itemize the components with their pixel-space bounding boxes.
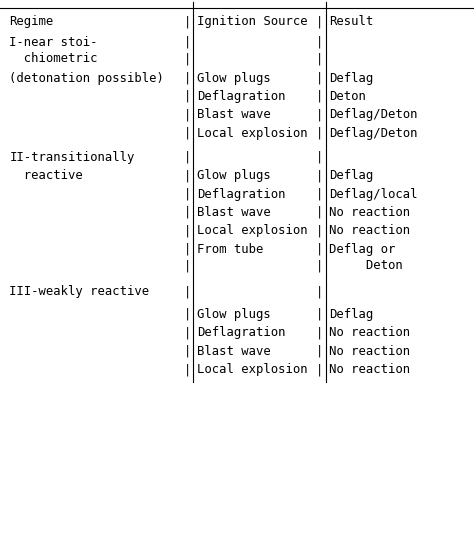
Text: Blast wave: Blast wave [197, 206, 271, 219]
Text: |: | [183, 326, 191, 339]
Text: |: | [183, 308, 191, 321]
Text: |: | [183, 206, 191, 219]
Text: Local explosion: Local explosion [197, 224, 307, 237]
Text: Glow plugs: Glow plugs [197, 72, 271, 85]
Text: No reaction: No reaction [329, 206, 410, 219]
Text: No reaction: No reaction [329, 224, 410, 237]
Text: |: | [183, 243, 191, 256]
Text: Deflag: Deflag [329, 308, 374, 321]
Text: |: | [183, 72, 191, 85]
Text: chiometric: chiometric [9, 52, 98, 65]
Text: Deflagration: Deflagration [197, 326, 285, 339]
Text: |: | [316, 259, 324, 272]
Text: Blast wave: Blast wave [197, 345, 271, 358]
Text: Deflagration: Deflagration [197, 90, 285, 103]
Text: Glow plugs: Glow plugs [197, 169, 271, 182]
Text: |: | [316, 308, 324, 321]
Text: Glow plugs: Glow plugs [197, 308, 271, 321]
Text: |: | [183, 363, 191, 376]
Text: Deton: Deton [329, 90, 366, 103]
Text: |: | [183, 151, 191, 164]
Text: |: | [316, 243, 324, 256]
Text: I-near stoi-: I-near stoi- [9, 36, 98, 49]
Text: No reaction: No reaction [329, 363, 410, 376]
Text: Deflag or: Deflag or [329, 243, 396, 256]
Text: Result: Result [329, 15, 374, 28]
Text: Ignition Source: Ignition Source [197, 15, 307, 28]
Text: No reaction: No reaction [329, 345, 410, 358]
Text: |: | [183, 259, 191, 272]
Text: |: | [316, 169, 324, 182]
Text: |: | [316, 151, 324, 164]
Text: reactive: reactive [9, 169, 83, 182]
Text: |: | [316, 15, 324, 28]
Text: |: | [183, 345, 191, 358]
Text: |: | [183, 36, 191, 49]
Text: Regime: Regime [9, 15, 54, 28]
Text: |: | [183, 52, 191, 65]
Text: |: | [183, 127, 191, 140]
Text: |: | [316, 108, 324, 121]
Text: |: | [316, 188, 324, 201]
Text: Deton: Deton [329, 259, 403, 272]
Text: Deflag/Deton: Deflag/Deton [329, 108, 418, 121]
Text: |: | [316, 127, 324, 140]
Text: |: | [316, 363, 324, 376]
Text: |: | [316, 345, 324, 358]
Text: |: | [316, 285, 324, 298]
Text: Local explosion: Local explosion [197, 363, 307, 376]
Text: III-weakly reactive: III-weakly reactive [9, 285, 150, 298]
Text: |: | [183, 90, 191, 103]
Text: |: | [316, 90, 324, 103]
Text: |: | [316, 224, 324, 237]
Text: Deflag/Deton: Deflag/Deton [329, 127, 418, 140]
Text: No reaction: No reaction [329, 326, 410, 339]
Text: From tube: From tube [197, 243, 263, 256]
Text: |: | [316, 206, 324, 219]
Text: Deflag/local: Deflag/local [329, 188, 418, 201]
Text: |: | [183, 285, 191, 298]
Text: |: | [183, 108, 191, 121]
Text: |: | [183, 188, 191, 201]
Text: |: | [316, 36, 324, 49]
Text: |: | [183, 224, 191, 237]
Text: II-transitionally: II-transitionally [9, 151, 135, 164]
Text: Deflagration: Deflagration [197, 188, 285, 201]
Text: Local explosion: Local explosion [197, 127, 307, 140]
Text: |: | [183, 169, 191, 182]
Text: |: | [183, 15, 191, 28]
Text: (detonation possible): (detonation possible) [9, 72, 164, 85]
Text: |: | [316, 326, 324, 339]
Text: Deflag: Deflag [329, 169, 374, 182]
Text: Blast wave: Blast wave [197, 108, 271, 121]
Text: |: | [316, 72, 324, 85]
Text: |: | [316, 52, 324, 65]
Text: Deflag: Deflag [329, 72, 374, 85]
